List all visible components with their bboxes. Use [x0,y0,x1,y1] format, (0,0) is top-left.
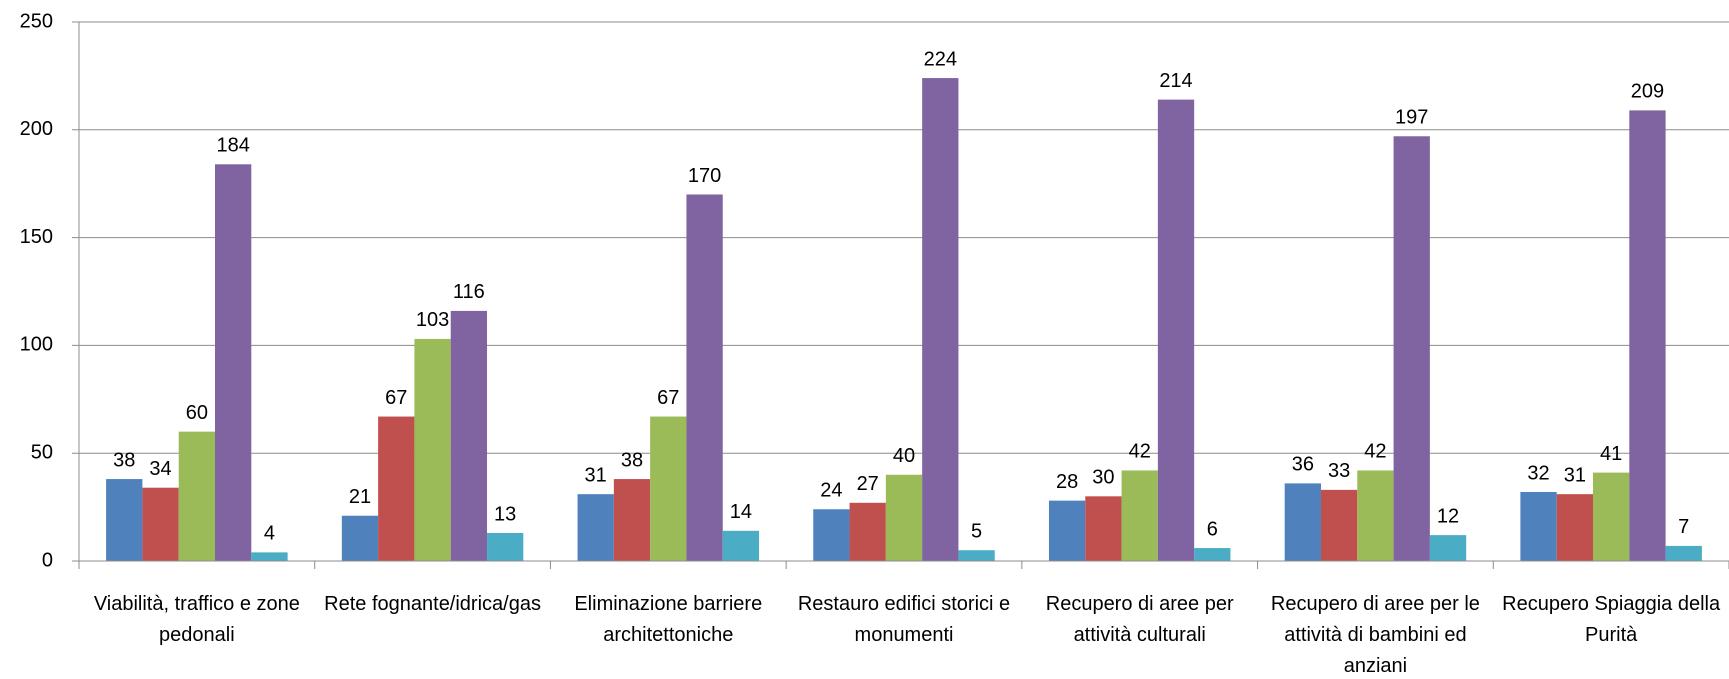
data-label: 197 [1395,107,1428,129]
x-tick-label: Restauro edifici storici e monumenti [797,593,1011,646]
data-label: 28 [1056,471,1078,493]
bar [1121,470,1158,561]
bar [1520,492,1557,561]
data-label: 60 [186,402,208,424]
data-label: 31 [1564,464,1586,486]
data-label: 67 [385,387,407,409]
bar [142,487,179,561]
data-label: 21 [349,486,371,508]
bar [378,416,415,561]
data-label: 40 [893,445,915,467]
bar [613,479,651,561]
y-tick-label: 0 [42,549,53,571]
data-label: 42 [1364,441,1386,463]
data-label: 5 [971,521,982,543]
data-label: 31 [585,464,607,486]
bar [251,552,288,561]
y-tick-label: 50 [31,441,53,463]
bar [722,530,760,561]
bar [1629,110,1666,562]
bar [577,494,614,561]
bar [1157,99,1195,561]
data-label: 4 [264,523,275,545]
bar [1320,489,1358,561]
bar [414,338,451,561]
data-label: 36 [1292,454,1314,476]
bar [106,479,143,561]
data-label: 41 [1600,443,1622,465]
bar [1357,470,1394,561]
data-label: 42 [1129,441,1151,463]
x-tick-label: Viabilità, traffico e zone pedonali [93,593,300,646]
bar [1665,545,1702,561]
data-label: 170 [688,165,721,187]
data-label: 67 [657,387,679,409]
bar [686,194,723,562]
data-label: 103 [416,309,449,331]
data-label: 224 [924,48,957,70]
bar [922,78,959,561]
bar [1393,136,1430,561]
bar [1556,494,1593,561]
bar [885,474,923,561]
data-label: 184 [216,135,249,157]
x-tick-label: Eliminazione barriere architettoniche [574,593,763,646]
x-tick-label: Recupero di aree per attività culturali [1045,593,1234,646]
bar [1429,535,1467,561]
x-tick-label: Recupero di aree per le attività di bamb… [1270,593,1480,677]
y-tick-label: 200 [20,118,53,140]
bar [450,310,488,561]
bar [215,164,252,561]
bar [1194,548,1231,561]
bar [341,515,379,561]
x-tick-label: Rete fognante/idrica/gas [324,593,541,615]
data-label: 34 [149,458,171,480]
bar [849,502,886,561]
data-label: 7 [1678,516,1689,538]
data-label: 6 [1207,518,1218,540]
data-label: 38 [621,449,643,471]
data-label: 13 [494,503,516,525]
bar [487,532,524,561]
data-label: 209 [1631,81,1664,103]
data-label: 27 [857,473,879,495]
bar [650,416,687,561]
data-label: 12 [1437,505,1459,527]
y-tick-label: 250 [20,10,53,32]
bar [178,431,216,561]
data-label: 24 [820,480,842,502]
data-label: 14 [730,501,752,523]
x-tick-label: Recupero Spiaggia della Purità [1502,593,1721,646]
data-label: 32 [1527,462,1549,484]
y-tick-label: 150 [20,226,53,248]
data-label: 116 [453,281,485,303]
bar [1048,500,1086,561]
bar [958,550,995,561]
bar [1284,483,1321,561]
data-label: 33 [1328,460,1350,482]
bar [813,509,850,561]
data-label: 30 [1092,467,1114,489]
data-label: 38 [113,449,135,471]
bar [1085,496,1122,561]
bar [1592,472,1630,561]
data-label: 214 [1159,70,1192,92]
y-tick-label: 100 [20,334,53,356]
